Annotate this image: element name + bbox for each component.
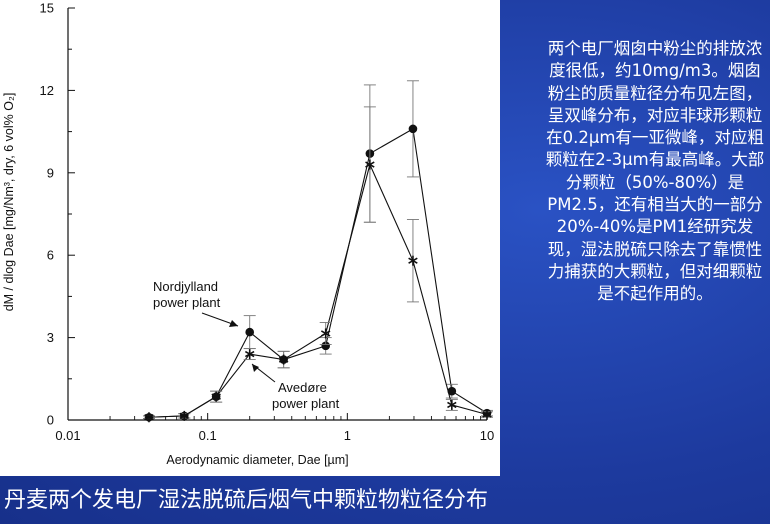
data-point-asterisk (320, 328, 331, 339)
x-tick-label: 0.1 (199, 428, 217, 443)
data-point-asterisk (179, 410, 190, 421)
size-distribution-chart: Aerodynamic diameter, Dae [µm] dM / dlog … (2, 1, 495, 468)
chart-panel: Aerodynamic diameter, Dae [µm] dM / dlog … (0, 0, 500, 476)
data-point-asterisk (408, 255, 418, 266)
data-point-asterisk (278, 354, 289, 365)
y-tick-label: 9 (47, 165, 54, 180)
x-tick-label: 10 (480, 428, 494, 443)
description-text: 两个电厂烟囱中粉尘的排放浓度很低，约10mg/m3。烟囱粉尘的质量粒径分布见左图… (545, 39, 765, 304)
y-tick-label: 3 (47, 330, 54, 345)
chart-series (142, 80, 493, 423)
series-line-1 (148, 127, 488, 418)
data-point-circle (245, 327, 255, 337)
data-point-asterisk (211, 391, 221, 402)
data-point-asterisk (144, 412, 154, 423)
annotation-avedore: Avedøre power plant (272, 380, 340, 411)
data-point-asterisk (447, 399, 457, 410)
y-tick-label: 0 (47, 413, 54, 428)
y-tick-label: 6 (47, 248, 54, 263)
y-axis-title: dM / dlog Dae [mg/Nm³, dry, 6 vol% O₂] (2, 93, 16, 312)
chart-axes: Aerodynamic diameter, Dae [µm] dM / dlog … (2, 8, 487, 467)
chart-annotations: Nordjylland power plant Avedøre power plant (153, 279, 340, 411)
data-point-asterisk (365, 159, 375, 170)
data-point-asterisk (244, 349, 255, 360)
annotation-nordjylland: Nordjylland power plant (153, 279, 221, 310)
data-point-circle (447, 386, 457, 396)
slide-caption: 丹麦两个发电厂湿法脱硫后烟气中颗粒物粒径分布 (4, 488, 489, 513)
series-line-2 (148, 162, 488, 418)
annotation-arrowhead-2 (252, 364, 259, 372)
y-tick-label: 15 (40, 1, 54, 16)
x-tick-label: 0.01 (55, 428, 80, 443)
data-point-circle (321, 341, 330, 351)
x-axis-title: Aerodynamic diameter, Dae [µm] (166, 453, 348, 467)
data-point-asterisk (482, 409, 492, 420)
x-tick-label: 1 (344, 428, 351, 443)
y-tick-label: 12 (40, 83, 54, 98)
data-point-circle (408, 124, 418, 134)
annotation-arrowhead-1 (229, 320, 238, 327)
chart-ticks: 0 3 6 9 12 15 0.01 0.1 1 10 (40, 1, 495, 444)
